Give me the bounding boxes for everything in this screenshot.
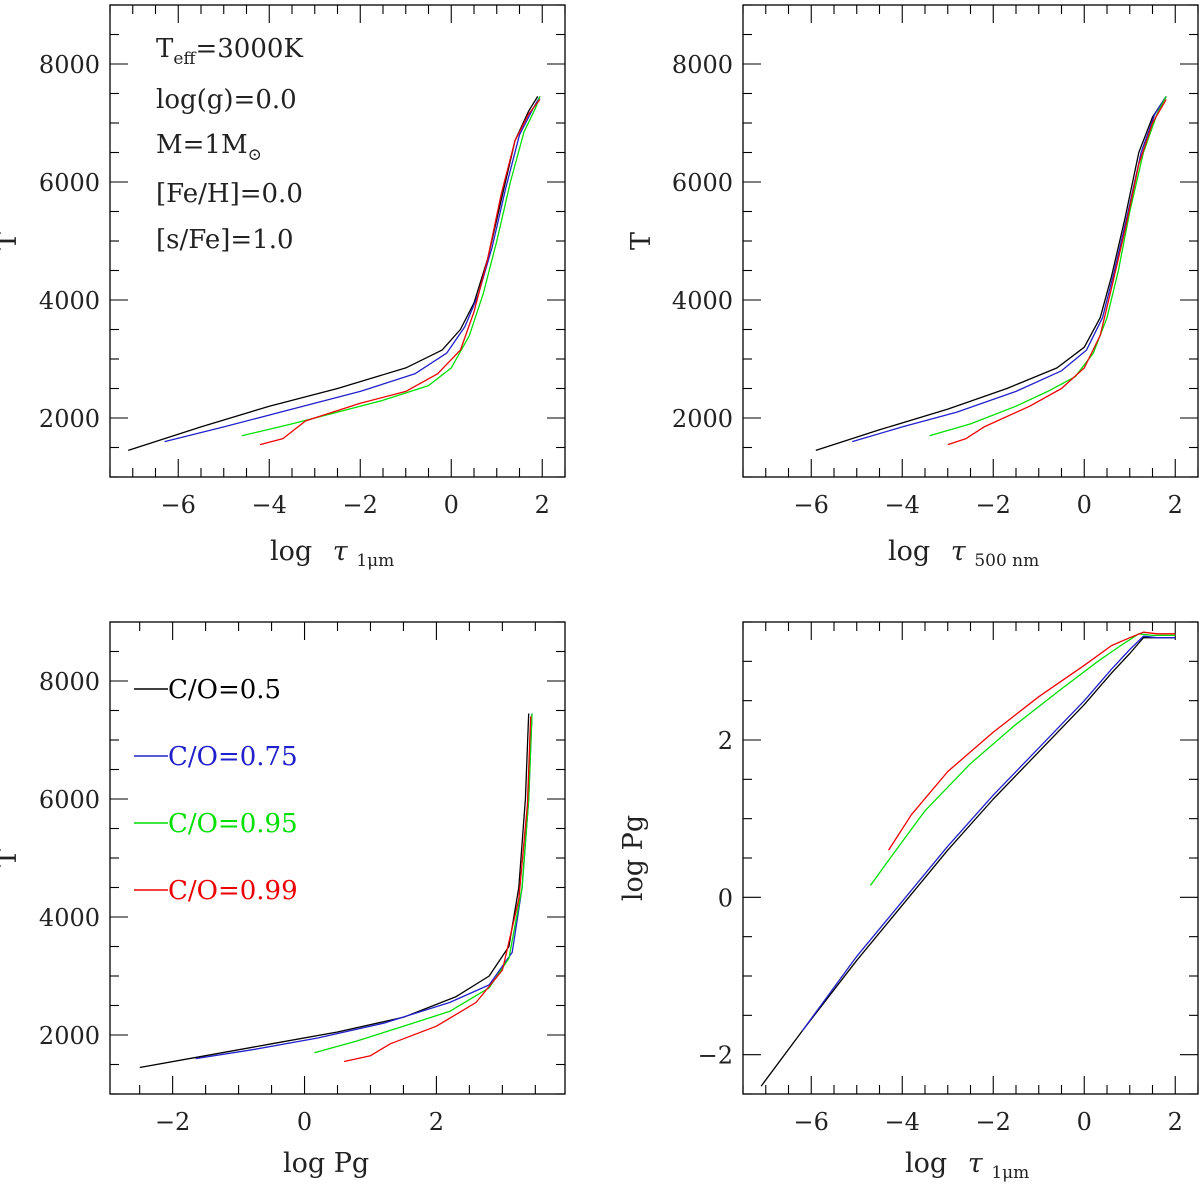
legend-label: C/O=0.99 xyxy=(168,876,298,906)
y-axis-label: T xyxy=(0,232,23,250)
y-tick-label: 2 xyxy=(718,727,733,755)
x-axis-label: log τ 1μm xyxy=(905,1148,1029,1183)
legend: C/O=0.5 C/O=0.75 C/O=0.95 C/O=0.99 xyxy=(134,675,298,906)
plot-frame xyxy=(742,4,1199,478)
legend-label: C/O=0.75 xyxy=(168,742,298,772)
data-series xyxy=(128,96,541,452)
x-tick-label: −6 xyxy=(794,491,829,519)
data-series xyxy=(815,96,1167,452)
data-series xyxy=(760,631,1176,1087)
legend-entry-co-0.75: C/O=0.75 xyxy=(134,742,298,772)
y-tick-label: 0 xyxy=(718,884,733,912)
y-tick-label: 4000 xyxy=(39,287,100,315)
y-tick-label: 2000 xyxy=(672,405,733,433)
x-tick-label: 2 xyxy=(535,491,550,519)
series-line-c-o-0.75 xyxy=(801,635,1176,1032)
axis-ticks xyxy=(742,621,1199,1095)
x-axis-label: log τ 1μm xyxy=(270,536,394,571)
y-axis-label: log Pg xyxy=(618,815,649,901)
tick-labels: −6 −4 −2 0 2 2000 4000 6000 8000 xyxy=(672,51,1183,519)
y-tick-label: 4000 xyxy=(39,904,100,932)
x-tick-label: 0 xyxy=(444,491,459,519)
x-tick-label: 0 xyxy=(297,1108,312,1136)
axis-ticks xyxy=(742,4,1199,478)
annotation-metallicity: [Fe/H]=0.0 xyxy=(156,179,303,209)
x-tick-label: −4 xyxy=(885,1108,920,1136)
series-line-c-o-0.5 xyxy=(815,96,1167,452)
x-axis-label: log τ 500 nm xyxy=(888,536,1039,571)
annotation-logg: log(g)=0.0 xyxy=(156,85,297,115)
series-line-c-o-0.75 xyxy=(852,96,1167,443)
x-tick-label: 2 xyxy=(1168,491,1183,519)
tick-labels: −6 −4 −2 0 2 2000 4000 6000 8000 xyxy=(39,51,550,519)
series-line-c-o-0.99 xyxy=(888,631,1176,851)
series-line-c-o-0.95 xyxy=(869,633,1176,886)
y-tick-label: 2000 xyxy=(39,405,100,433)
y-tick-label: 6000 xyxy=(39,169,100,197)
series-line-c-o-0.95 xyxy=(314,713,533,1054)
y-axis-label: T xyxy=(0,849,23,867)
x-tick-label: −2 xyxy=(155,1108,190,1136)
legend-label: C/O=0.95 xyxy=(168,809,298,839)
x-tick-label: −2 xyxy=(976,491,1011,519)
legend-entry-co-0.5: C/O=0.5 xyxy=(134,675,281,705)
tick-labels: −6 −4 −2 0 2 −2 0 2 xyxy=(698,727,1183,1136)
series-line-c-o-0.75 xyxy=(164,96,541,443)
series-line-c-o-0.95 xyxy=(241,96,541,437)
parameter-annotations: Teff=3000K log(g)=0.0 M=1M⊙ [Fe/H]=0.0 [… xyxy=(156,34,303,255)
y-tick-label: 6000 xyxy=(672,169,733,197)
y-tick-label: 4000 xyxy=(672,287,733,315)
series-line-c-o-0.95 xyxy=(929,96,1167,437)
panel-temperature-vs-tau-500nm: −6 −4 −2 0 2 2000 4000 6000 8000 log τ 500 nm T xyxy=(626,4,1199,571)
x-tick-label: −4 xyxy=(885,491,920,519)
axis-ticks xyxy=(110,621,565,1095)
x-axis-label: log Pg xyxy=(283,1148,369,1179)
y-tick-label: 8000 xyxy=(39,668,100,696)
annotation-s-process: [s/Fe]=1.0 xyxy=(156,225,294,255)
series-line-c-o-0.99 xyxy=(947,99,1167,446)
x-tick-label: 0 xyxy=(1077,1108,1092,1136)
x-tick-label: −2 xyxy=(976,1108,1011,1136)
y-tick-label: 8000 xyxy=(39,51,100,79)
x-tick-label: −2 xyxy=(343,491,378,519)
y-axis-label: T xyxy=(626,232,657,250)
x-tick-label: −6 xyxy=(161,491,196,519)
legend-entry-co-0.95: C/O=0.95 xyxy=(134,809,298,839)
series-line-c-o-0.5 xyxy=(139,713,530,1069)
plot-frame xyxy=(742,621,1199,1095)
x-tick-label: −4 xyxy=(252,491,287,519)
axis-ticks xyxy=(109,4,566,478)
x-tick-label: −6 xyxy=(794,1108,829,1136)
y-tick-label: 2000 xyxy=(39,1022,100,1050)
tick-labels: −2 0 2 2000 4000 6000 8000 xyxy=(39,668,444,1136)
y-tick-label: 6000 xyxy=(39,786,100,814)
panel-log-pg-vs-tau-1um: −6 −4 −2 0 2 −2 0 2 log τ 1μm log Pg xyxy=(618,621,1199,1183)
y-tick-label: −2 xyxy=(698,1042,733,1070)
y-tick-label: 8000 xyxy=(672,51,733,79)
x-tick-label: 2 xyxy=(429,1108,444,1136)
data-series xyxy=(139,713,533,1069)
x-tick-label: 2 xyxy=(1168,1108,1183,1136)
legend-entry-co-0.99: C/O=0.99 xyxy=(134,876,298,906)
series-line-c-o-0.5 xyxy=(760,637,1176,1087)
panel-temperature-vs-log-pg: −2 0 2 2000 4000 6000 8000 log Pg T C/O=0.5 C/… xyxy=(0,621,566,1179)
panel-temperature-vs-tau-1um: −6 −4 −2 0 2 2000 4000 6000 8000 log τ 1μm T Tef… xyxy=(0,4,566,571)
annotation-mass: M=1M⊙ xyxy=(156,130,262,165)
annotation-teff: Teff=3000K xyxy=(156,34,303,69)
series-line-c-o-0.99 xyxy=(259,99,541,446)
series-line-c-o-0.99 xyxy=(343,716,532,1063)
x-tick-label: 0 xyxy=(1077,491,1092,519)
legend-label: C/O=0.5 xyxy=(168,675,281,705)
